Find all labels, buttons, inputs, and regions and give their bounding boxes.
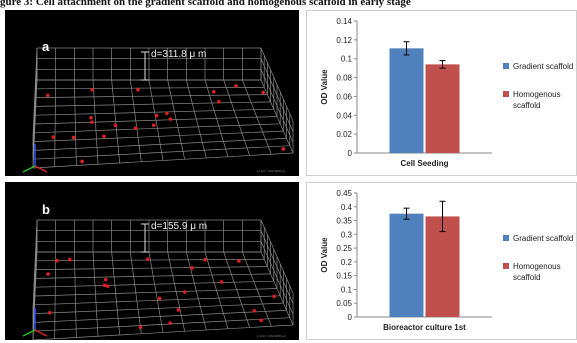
chart-svg-bioreactor: 0 0.05 0.1 0.15 0.2 0.25 0.3 0.35 0.4 0.45 OD Valu… [320, 189, 573, 332]
cell-dot [165, 111, 169, 116]
cell-dot [190, 266, 194, 270]
legend-swatch [503, 263, 509, 269]
y-axis-label: OD Value [320, 237, 329, 273]
y-tick-label: 0.1 [341, 285, 353, 294]
wire-grid-a [32, 47, 294, 169]
legend-swatch [503, 63, 509, 69]
bar-homogenous [425, 216, 460, 317]
depth-measurement-a: d=311.8 μ m [151, 49, 206, 60]
legend-label: Gradient scaffold [513, 62, 573, 71]
y-tick-label: 0.2 [341, 258, 353, 267]
y-tick-label: 0.1 [341, 55, 353, 64]
grid-render-a: a d=311.8 μ m 1 Unit = 102.0408 μm [22, 39, 294, 173]
y-tick-label: 0.04 [336, 111, 352, 120]
legend-swatch [503, 235, 509, 241]
od-chart-cell-seeding: 0 0.02 0.04 0.06 0.08 0.1 0.12 0.14 OD Value Cell… [306, 10, 577, 176]
cell-dot [182, 290, 187, 294]
cell-dot [211, 89, 216, 94]
y-tick-label: 0.35 [336, 217, 352, 226]
bar-homogenous [425, 64, 460, 153]
y-tick-label: 0.3 [341, 230, 353, 239]
cell-dot [113, 123, 118, 128]
legend-label: Gradient scaffold [513, 234, 573, 243]
cell-dot [252, 309, 257, 313]
scale-note-a: 1 Unit = 102.0408 μm [257, 169, 286, 173]
y-tick-label: 0.4 [341, 203, 353, 212]
y-axis-label: OD Value [320, 69, 329, 105]
cell-dot [203, 257, 207, 262]
cell-dot [71, 135, 76, 140]
cell-dot [47, 310, 52, 315]
cell-dot [281, 147, 286, 151]
cell-dot [103, 277, 108, 282]
od-chart-bioreactor: 0 0.05 0.1 0.15 0.2 0.25 0.3 0.35 0.4 0.45 OD Valu… [306, 182, 577, 340]
microscopy-panel-b: b d=155.9 μ m 1 Unit = 102.0408 μm [5, 182, 299, 340]
error-bar [439, 200, 446, 233]
y-tick-label: 0.05 [336, 299, 352, 308]
depth-measurement-b: d=155.9 μ m [151, 221, 207, 232]
cell-dot [55, 258, 59, 263]
panel-label-a: a [42, 39, 50, 54]
y-tick-label: 0.25 [336, 244, 352, 253]
error-bar [403, 207, 410, 220]
cell-dot [67, 257, 72, 262]
cell-dot [145, 257, 150, 261]
y-tick-label: 0.12 [336, 36, 352, 45]
cell-dot [90, 120, 94, 124]
cell-dot [102, 283, 107, 288]
y-tick-label: 0.14 [336, 17, 352, 26]
x-axis-label: Cell Seeding [400, 159, 448, 168]
cell-dot [154, 113, 159, 118]
cell-dot [136, 88, 140, 92]
cell-dot [219, 280, 224, 284]
cell-dot [168, 321, 172, 325]
cell-dot [234, 84, 238, 88]
cell-dot [133, 126, 138, 131]
chart-svg-cell-seeding: 0 0.02 0.04 0.06 0.08 0.1 0.12 0.14 OD Value Cell… [320, 17, 573, 168]
axis-triad-icon [22, 308, 48, 337]
y-tick-label: 0 [348, 149, 353, 158]
y-tick-label: 0.15 [336, 272, 352, 281]
bar-gradient [389, 213, 424, 317]
cell-dot [46, 272, 50, 276]
y-tick-label: 0.08 [336, 74, 352, 83]
cell-dot [217, 99, 221, 104]
panel-label-b: b [42, 202, 50, 217]
grid-render-b: b d=155.9 μ m 1 Unit = 102.0408 μm [22, 202, 294, 340]
cell-dot [90, 87, 95, 92]
cell-dot [105, 284, 110, 288]
cell-dot [138, 325, 143, 330]
figure-caption: gure 3: Cell attachment on the gradient … [0, 0, 411, 8]
y-tick-label: 0.06 [336, 92, 352, 101]
bar-gradient [389, 48, 424, 153]
axis-triad-icon [22, 144, 48, 173]
legend-label: Homogenous scaffold [513, 90, 561, 110]
microscopy-panel-a: a d=311.8 μ m 1 Unit = 102.0408 μm [5, 10, 299, 176]
cell-dot [168, 117, 173, 121]
y-tick-label: 0.45 [336, 189, 352, 198]
cell-dot [261, 90, 265, 95]
scale-note-b: 1 Unit = 102.0408 μm [257, 334, 286, 338]
cell-dot [151, 123, 156, 128]
cell-dot [259, 318, 263, 323]
y-tick-label: 0 [348, 313, 353, 322]
wire-grid-b [32, 219, 294, 340]
legend-swatch [503, 91, 509, 97]
cell-dot [80, 159, 84, 164]
y-tick-label: 0.02 [336, 130, 352, 139]
cell-dot [89, 115, 93, 120]
cell-dot [51, 135, 56, 139]
cell-dot [176, 308, 181, 312]
cell-dot [46, 93, 50, 98]
cell-dot [237, 259, 241, 263]
legend-label: Homogenous scaffold [513, 262, 561, 282]
x-axis-label: Bioreactor culture 1st [383, 323, 466, 332]
error-bar [403, 41, 410, 56]
error-bar [439, 60, 446, 69]
cell-dot [102, 134, 106, 139]
cell-dot [157, 296, 162, 301]
cell-dot [272, 294, 277, 299]
